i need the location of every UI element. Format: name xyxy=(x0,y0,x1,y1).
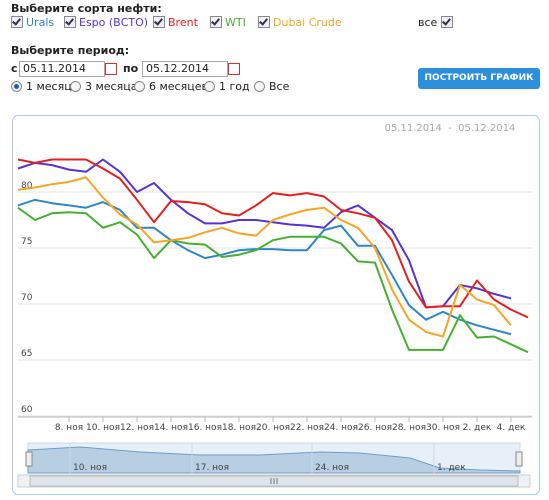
y-tick-label: 60 xyxy=(21,405,33,415)
x-tick-label: 26. ноя xyxy=(358,423,392,433)
radio[interactable] xyxy=(11,81,22,92)
checkbox[interactable] xyxy=(210,16,222,28)
oil-name: WTI xyxy=(225,16,246,29)
x-tick-label: 2. дек xyxy=(463,423,492,433)
period-name: 1 месяц xyxy=(26,80,72,93)
navigator-series xyxy=(27,446,521,474)
chart-panel xyxy=(12,115,540,495)
x-tick-label: 18. ноя xyxy=(222,423,256,433)
series-line xyxy=(17,206,529,354)
all-label: все xyxy=(418,16,438,29)
x-tick-label: 10. ноя xyxy=(86,423,120,433)
x-tick-label: 12. ноя xyxy=(120,423,154,433)
navigator-label: 24. ноя xyxy=(315,463,349,473)
oil-name: Brent xyxy=(168,16,198,29)
navigator-label: 10. ноя xyxy=(73,463,107,473)
oil-option[interactable]: Espo (ВСТО) xyxy=(64,16,148,29)
oil-option[interactable]: WTI xyxy=(210,16,246,29)
oil-name: Urals xyxy=(26,16,55,29)
radio[interactable] xyxy=(254,81,265,92)
series-line xyxy=(17,176,512,338)
y-tick-label: 80 xyxy=(21,181,33,191)
y-tick-label: 65 xyxy=(21,349,32,359)
x-tick-label: 14. ноя xyxy=(154,423,188,433)
all-toggle[interactable]: все xyxy=(418,16,456,29)
navigator-label: 17. ноя xyxy=(195,463,229,473)
period-option[interactable]: 1 год xyxy=(204,80,250,93)
oil-name: Espo (ВСТО) xyxy=(79,16,149,29)
checkbox[interactable] xyxy=(64,16,76,28)
navigator-label: 1. дек xyxy=(437,463,466,473)
calendar-icon[interactable] xyxy=(105,63,117,75)
navigator xyxy=(17,442,531,488)
build-button[interactable]: ПОСТРОИТЬ ГРАФИК xyxy=(418,68,540,89)
radio[interactable] xyxy=(204,81,215,92)
to-label: по xyxy=(123,62,139,75)
oil-name: Dubai Crude xyxy=(273,16,342,29)
period-name: 3 месяца xyxy=(85,80,138,93)
oil-option[interactable]: Dubai Crude xyxy=(258,16,342,29)
oil-option[interactable]: Urals xyxy=(11,16,54,29)
navigator-handle[interactable] xyxy=(515,451,523,467)
radio[interactable] xyxy=(134,81,145,92)
y-tick-label: 75 xyxy=(21,237,32,247)
oil-label: Выберите сорта нефти: xyxy=(11,2,162,15)
period-name: 1 год xyxy=(219,80,250,93)
x-tick-label: 30. ноя xyxy=(426,423,460,433)
period-option[interactable]: 6 месяцев xyxy=(134,80,208,93)
x-tick-label: 28. ноя xyxy=(392,423,426,433)
date-range: 05.11.2014 - 05.12.2014 xyxy=(385,123,516,134)
series-line xyxy=(17,198,512,336)
checkbox[interactable] xyxy=(258,16,270,28)
period-name: 6 месяцев xyxy=(149,80,208,93)
to-input[interactable]: 05.12.2014 xyxy=(142,61,228,77)
x-tick-label: 22. ноя xyxy=(290,423,324,433)
from-label: с xyxy=(11,62,18,75)
navigator-handle[interactable] xyxy=(25,451,33,467)
from-input[interactable]: 05.11.2014 xyxy=(19,61,105,77)
checkbox[interactable] xyxy=(440,16,453,28)
radio[interactable] xyxy=(70,81,81,92)
checkbox[interactable] xyxy=(153,16,165,28)
x-tick-label: 24. ноя xyxy=(324,423,358,433)
scrollbar-grip xyxy=(270,478,278,484)
x-tick-label: 20. ноя xyxy=(256,423,290,433)
series-line xyxy=(17,158,529,319)
period-label: Выберите период: xyxy=(11,44,130,57)
period-option[interactable]: 3 месяца xyxy=(70,80,137,93)
x-tick-label: 4. дек xyxy=(497,423,526,433)
period-option[interactable]: Все xyxy=(254,80,289,93)
x-tick-label: 16. ноя xyxy=(188,423,222,433)
calendar-icon[interactable] xyxy=(228,63,240,75)
series-line xyxy=(17,158,512,309)
x-tick-label: 8. ноя xyxy=(55,423,83,433)
period-name: Все xyxy=(269,80,290,93)
y-tick-label: 70 xyxy=(21,293,33,303)
oil-option[interactable]: Brent xyxy=(153,16,198,29)
period-option[interactable]: 1 месяц xyxy=(11,80,72,93)
checkbox[interactable] xyxy=(11,16,23,28)
